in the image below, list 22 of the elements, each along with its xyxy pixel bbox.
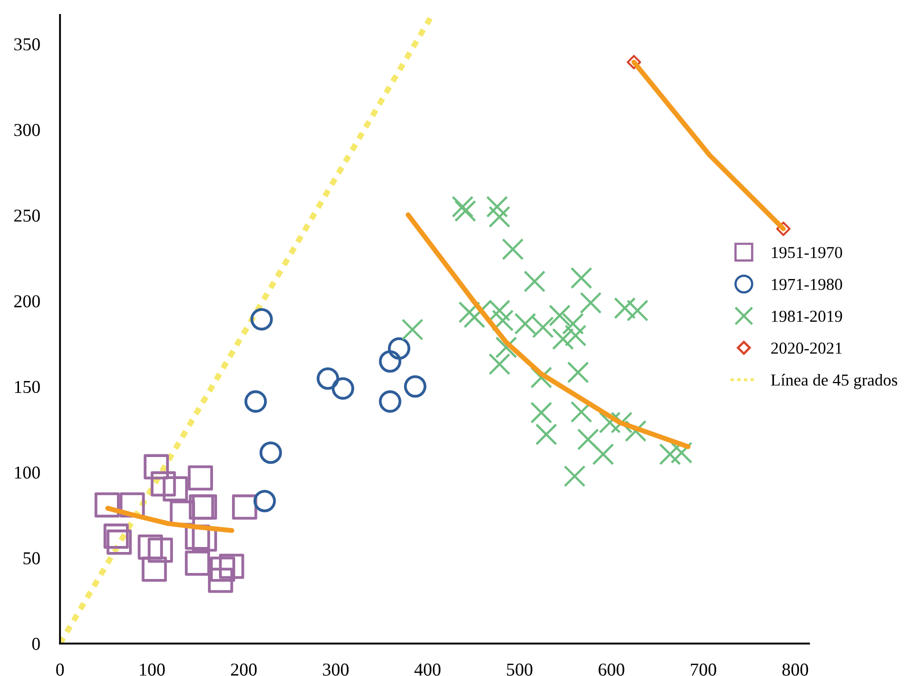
x-tick-label: 700	[690, 664, 716, 676]
x-tick-label: 200	[231, 664, 257, 676]
y-tick-label: 250	[14, 210, 40, 222]
x-tick-label: 500	[507, 664, 532, 676]
y-tick-label: 200	[14, 295, 40, 308]
y-tick-label: 350	[14, 38, 40, 50]
y-tick-label: 100	[15, 466, 40, 479]
legend-label: 1981-2019	[772, 310, 842, 322]
x-tick-label: 600	[598, 664, 624, 676]
legend-label: 2020-2021	[771, 342, 842, 354]
x-tick-label: 800	[782, 664, 808, 676]
x-tick-label: 400	[414, 664, 440, 676]
y-tick-label: 50	[24, 552, 40, 564]
legend-label: 1951-1970	[772, 246, 842, 258]
y-tick-label: 0	[32, 638, 40, 650]
y-tick-label: 300	[14, 124, 40, 136]
legend-label: 1971-1980	[772, 278, 842, 290]
x-tick-label: 100	[140, 664, 165, 676]
x-tick-label: 0	[56, 664, 64, 676]
x-tick-label: 300	[323, 664, 349, 676]
legend-label: Línea de 45 grados	[770, 374, 898, 390]
y-tick-label: 150	[15, 380, 40, 394]
